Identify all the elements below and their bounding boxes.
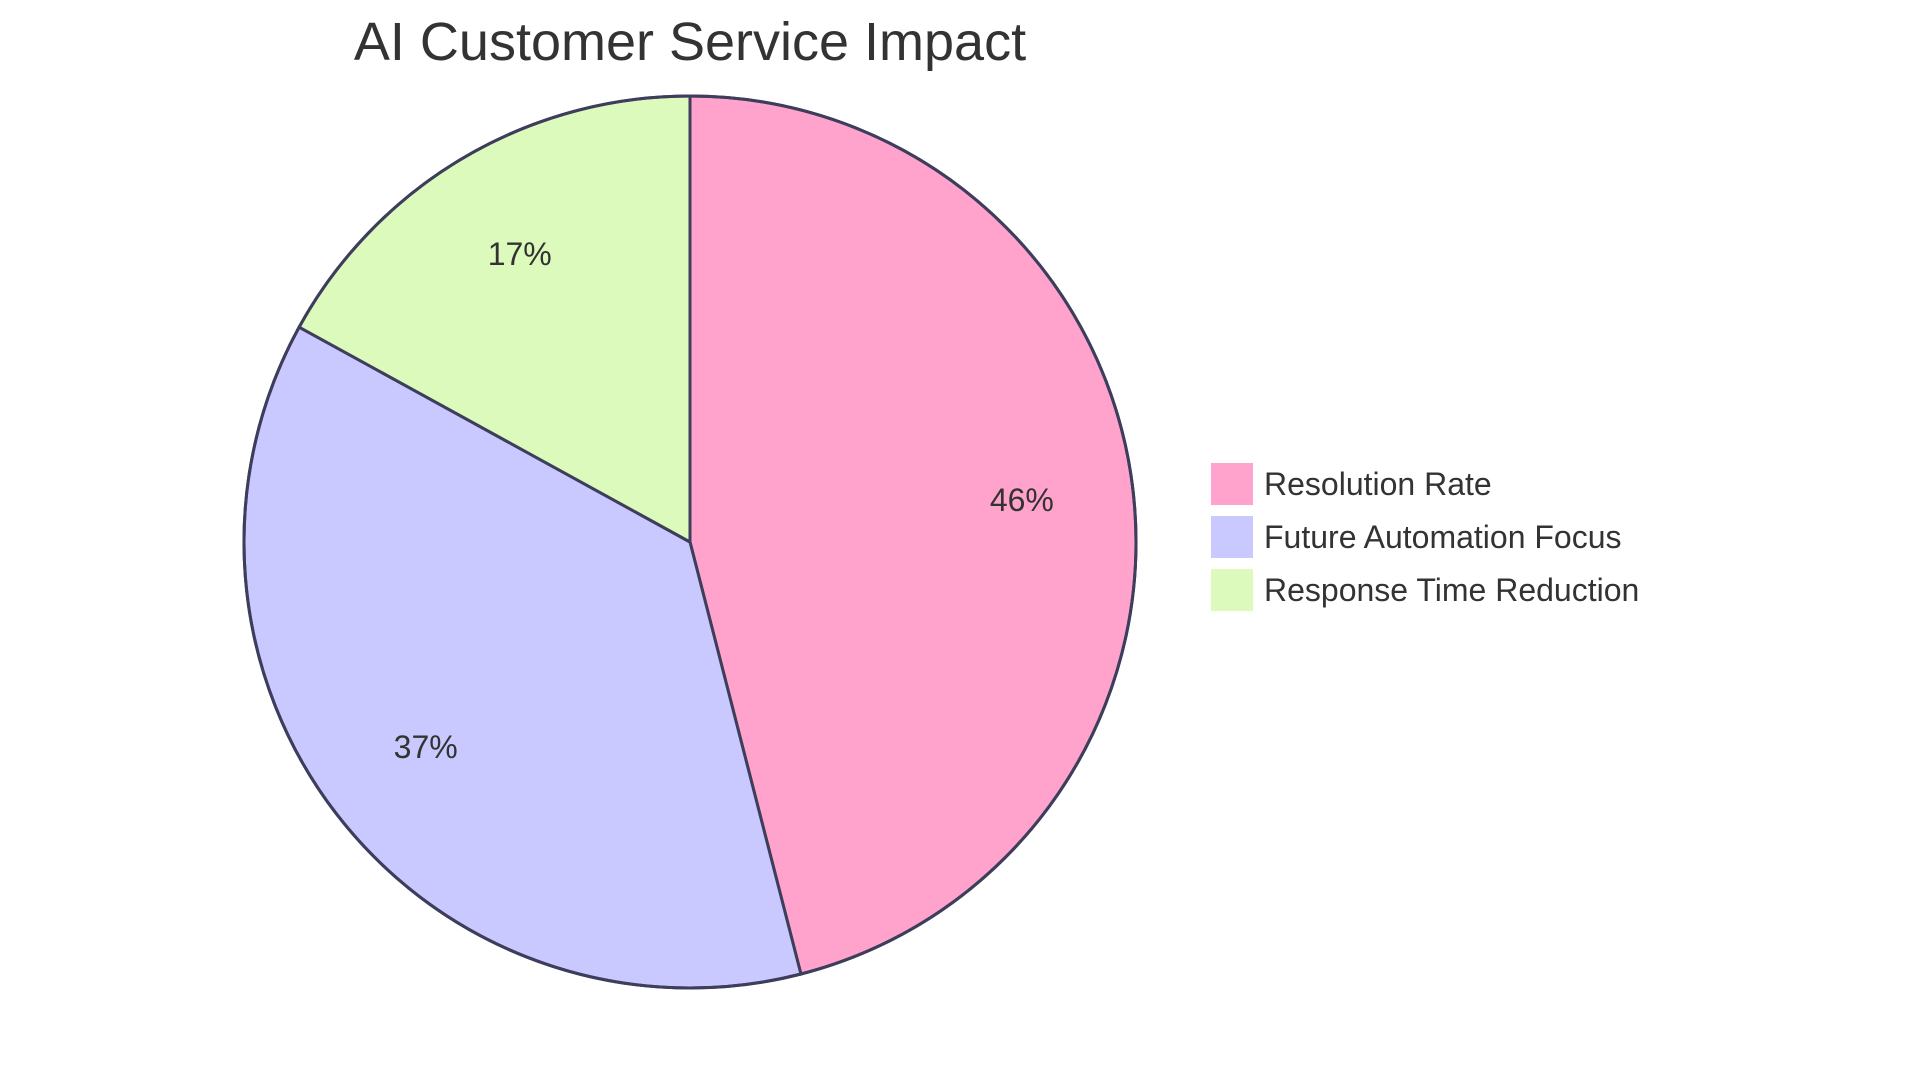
slice-value-label: 37%: [394, 729, 458, 765]
pie-slices: [242, 94, 1138, 990]
legend: Resolution Rate Future Automation Focus Re…: [1209, 461, 1639, 613]
legend-swatch: [1209, 461, 1255, 507]
slice-value-label: 17%: [488, 236, 552, 272]
chart-title: AI Customer Service Impact: [354, 12, 1026, 72]
legend-label: Resolution Rate: [1264, 466, 1492, 502]
legend-swatch: [1209, 514, 1255, 560]
pie-outline: [242, 94, 1138, 990]
legend-swatch: [1209, 567, 1255, 613]
slice-value-label: 46%: [990, 482, 1054, 518]
legend-label: Response Time Reduction: [1264, 572, 1639, 608]
pie-slice-labels: 46% 37% 17%: [394, 236, 1054, 765]
legend-label: Future Automation Focus: [1264, 519, 1622, 555]
